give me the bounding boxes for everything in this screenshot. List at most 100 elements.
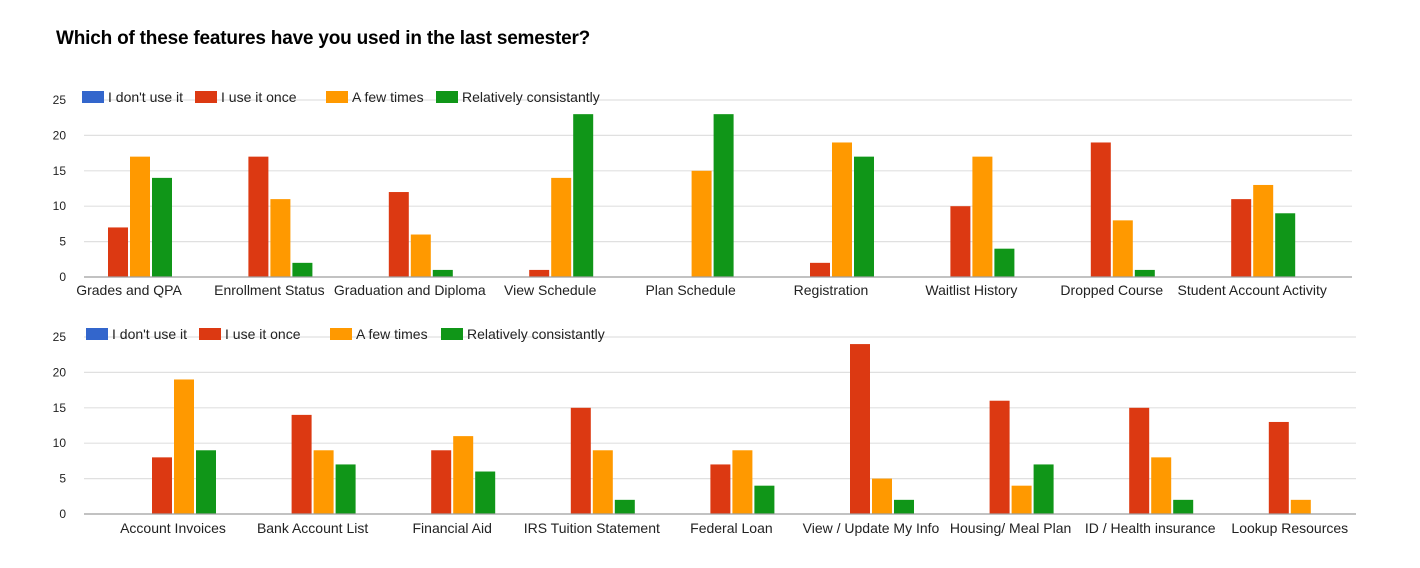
bar-dropped-course-relatively-consistantly [1134, 269, 1155, 277]
x-category-label: Waitlist History [925, 282, 1017, 298]
legend-label-i-use-it-once: I use it once [221, 89, 297, 105]
bar-chart-top: 0 5 10 15 20 25 Grades and QPA Enrollment Statu… [53, 89, 1352, 298]
x-category-label: View / Update My Info [803, 520, 940, 536]
bar-view-update-my-info-relatively-consistantly [894, 499, 914, 514]
bar-student-account-activity-i-use-it-once [1231, 199, 1252, 277]
bar-irs-tuition-statement-a-few-times [592, 450, 613, 514]
x-category-label: View Schedule [504, 282, 597, 298]
bar-lookup-resources-a-few-times [1290, 499, 1311, 514]
bar-financial-aid-i-use-it-once [431, 450, 452, 514]
bar-grades-and-qpa-i-use-it-once [108, 227, 128, 277]
y-tick-label: 25 [53, 93, 67, 107]
bar-view-update-my-info-a-few-times [872, 478, 892, 514]
x-category-label: Enrollment Status [214, 282, 325, 298]
x-category-label: IRS Tuition Statement [524, 520, 660, 536]
bar-view-update-my-info-i-use-it-once [850, 344, 870, 514]
bar-registration-a-few-times [832, 142, 852, 277]
legend-label-a-few-times: A few times [352, 89, 424, 105]
bar-grades-and-qpa-a-few-times [130, 156, 150, 277]
x-category-label: Financial Aid [413, 520, 492, 536]
bar-housing-meal-plan-relatively-consistantly [1033, 464, 1054, 514]
bar-enrollment-status-relatively-consistantly [292, 262, 313, 277]
bar-housing-meal-plan-a-few-times [1011, 485, 1032, 514]
x-category-label: Plan Schedule [645, 282, 736, 298]
bar-id-health-insurance-i-use-it-once [1129, 407, 1150, 514]
legend-swatch-i-don-t-use-it [86, 328, 108, 340]
bar-account-invoices-relatively-consistantly [196, 450, 216, 514]
bar-graduation-and-diploma-relatively-consistantly [432, 269, 453, 277]
bar-enrollment-status-i-use-it-once [248, 156, 269, 277]
bar-waitlist-history-relatively-consistantly [994, 248, 1015, 277]
bar-view-schedule-relatively-consistantly [573, 114, 594, 277]
x-category-label: ID / Health insurance [1085, 520, 1216, 536]
y-tick-label: 20 [53, 365, 67, 379]
x-category-label: Dropped Course [1060, 282, 1163, 298]
bar-federal-loan-i-use-it-once [710, 464, 731, 514]
bar-enrollment-status-a-few-times [270, 199, 291, 277]
legend-label-i-use-it-once: I use it once [225, 326, 301, 342]
y-tick-label: 0 [59, 507, 66, 521]
bar-account-invoices-a-few-times [174, 379, 194, 514]
bar-irs-tuition-statement-relatively-consistantly [614, 499, 635, 514]
x-category-label: Graduation and Diploma [334, 282, 486, 298]
bar-registration-i-use-it-once [810, 262, 830, 277]
bar-graduation-and-diploma-i-use-it-once [388, 192, 409, 277]
y-tick-label: 5 [59, 472, 66, 486]
legend-swatch-i-use-it-once [195, 91, 217, 103]
y-tick-label: 5 [59, 235, 66, 249]
legend-swatch-relatively-consistantly [441, 328, 463, 340]
bar-id-health-insurance-relatively-consistantly [1173, 499, 1194, 514]
bar-federal-loan-a-few-times [732, 450, 753, 514]
legend-label-relatively-consistantly: Relatively consistantly [462, 89, 600, 105]
bar-lookup-resources-i-use-it-once [1268, 421, 1289, 514]
bar-bank-account-list-a-few-times [313, 450, 334, 514]
bar-dropped-course-a-few-times [1112, 220, 1133, 277]
x-category-label: Account Invoices [120, 520, 226, 536]
bar-graduation-and-diploma-a-few-times [410, 234, 431, 277]
y-tick-label: 10 [53, 199, 67, 213]
bar-waitlist-history-i-use-it-once [950, 206, 971, 277]
x-category-label: Bank Account List [257, 520, 368, 536]
y-tick-label: 25 [53, 330, 67, 344]
x-category-label: Federal Loan [690, 520, 773, 536]
bar-view-schedule-a-few-times [551, 177, 572, 277]
bar-irs-tuition-statement-i-use-it-once [570, 407, 591, 514]
bar-view-schedule-i-use-it-once [529, 269, 550, 277]
legend-label-a-few-times: A few times [356, 326, 428, 342]
page-title: Which of these features have you used in… [56, 28, 591, 49]
legend-label-i-don-t-use-it: I don't use it [112, 326, 187, 342]
bar-housing-meal-plan-i-use-it-once [989, 400, 1010, 514]
bar-bank-account-list-relatively-consistantly [335, 464, 356, 514]
bar-dropped-course-i-use-it-once [1090, 142, 1111, 277]
y-tick-label: 15 [53, 164, 67, 178]
bar-waitlist-history-a-few-times [972, 156, 993, 277]
legend-label-i-don-t-use-it: I don't use it [108, 89, 183, 105]
bar-federal-loan-relatively-consistantly [754, 485, 775, 514]
bar-id-health-insurance-a-few-times [1151, 457, 1172, 514]
bar-registration-relatively-consistantly [854, 156, 874, 277]
x-category-label: Registration [794, 282, 869, 298]
bar-grades-and-qpa-relatively-consistantly [152, 177, 172, 277]
x-category-label: Student Account Activity [1177, 282, 1326, 298]
y-tick-label: 15 [53, 401, 67, 415]
y-tick-label: 0 [59, 270, 66, 284]
bar-financial-aid-relatively-consistantly [475, 471, 496, 514]
bar-financial-aid-a-few-times [453, 436, 474, 514]
bar-bank-account-list-i-use-it-once [291, 414, 312, 514]
y-tick-label: 20 [53, 128, 67, 142]
legend-swatch-a-few-times [326, 91, 348, 103]
y-tick-label: 10 [53, 436, 67, 450]
legend-swatch-relatively-consistantly [436, 91, 458, 103]
bar-student-account-activity-a-few-times [1253, 184, 1274, 277]
bar-plan-schedule-a-few-times [691, 170, 712, 277]
x-category-label: Lookup Resources [1231, 520, 1348, 536]
legend-swatch-i-use-it-once [199, 328, 221, 340]
legend-label-relatively-consistantly: Relatively consistantly [467, 326, 605, 342]
bar-plan-schedule-relatively-consistantly [713, 114, 734, 277]
legend-swatch-i-don-t-use-it [82, 91, 104, 103]
x-category-label: Housing/ Meal Plan [950, 520, 1071, 536]
bar-chart-bottom: 0 5 10 15 20 25 Account Invoices Bank Account L… [53, 326, 1356, 536]
x-category-label: Grades and QPA [76, 282, 182, 298]
bar-account-invoices-i-use-it-once [152, 457, 172, 514]
legend-swatch-a-few-times [330, 328, 352, 340]
